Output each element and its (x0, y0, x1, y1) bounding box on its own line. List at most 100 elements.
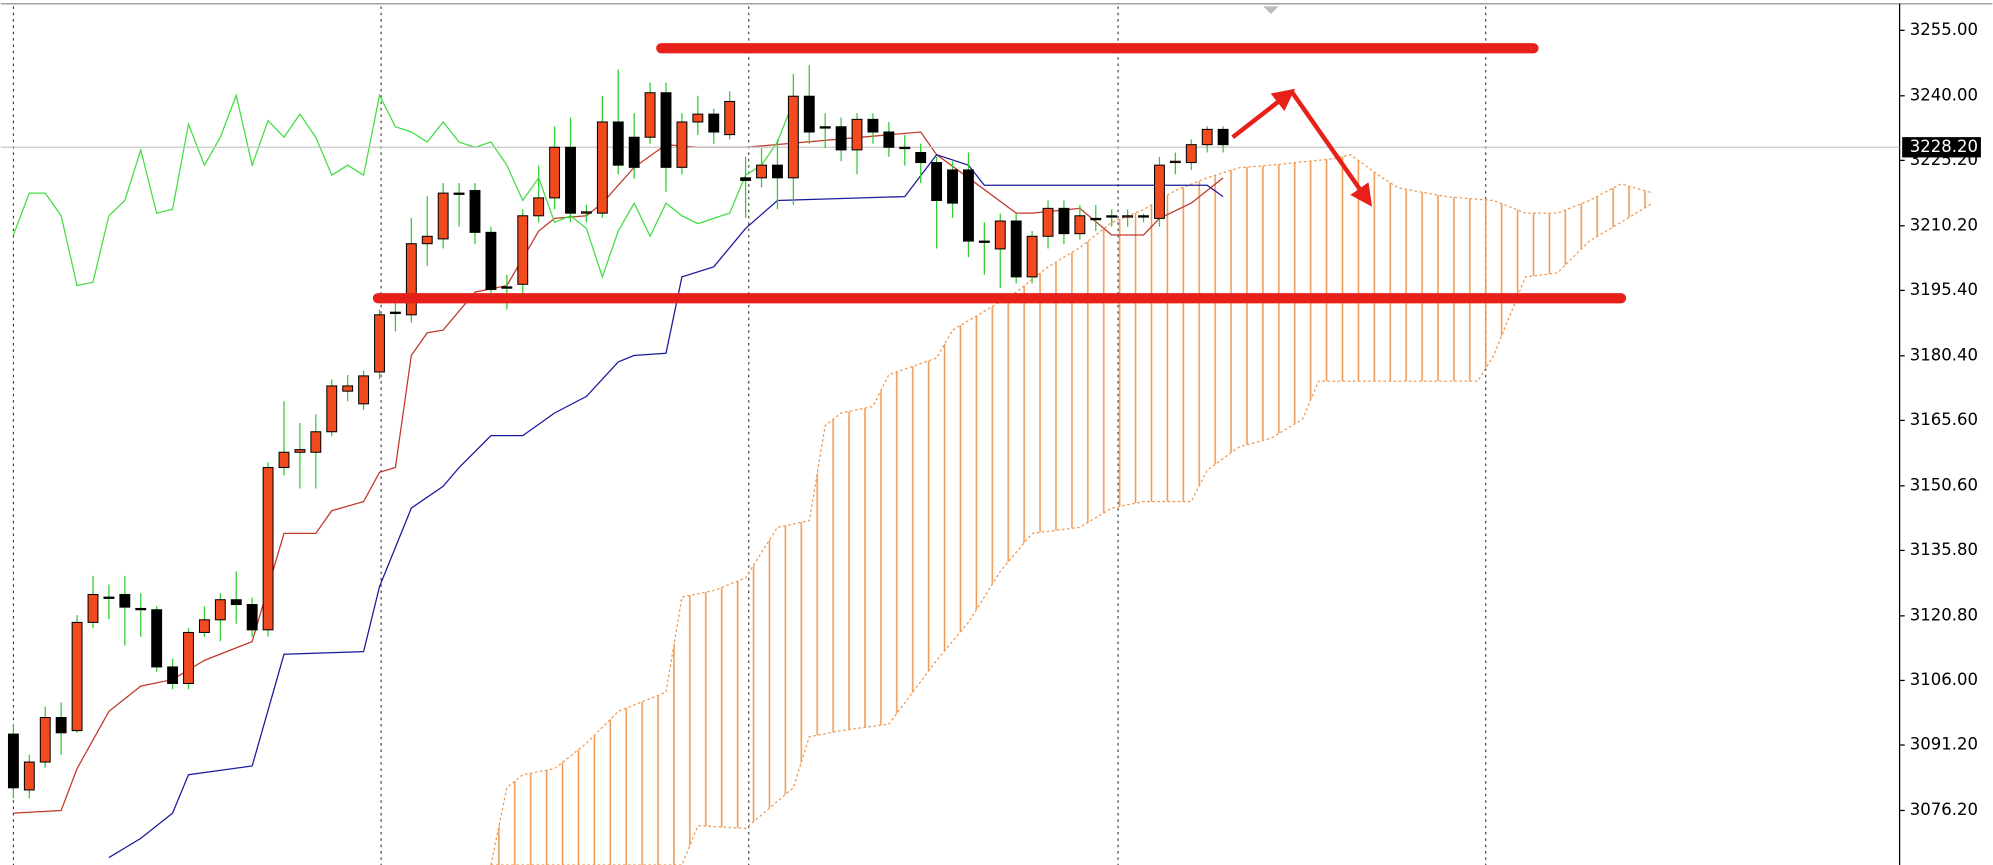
candle-body (246, 604, 258, 631)
candle-body (374, 314, 385, 373)
candle-body (278, 451, 290, 469)
candle-body (326, 385, 338, 433)
candle-body (835, 126, 847, 151)
indicator-line (12, 93, 794, 287)
candle-body (167, 666, 179, 685)
candle-body (1074, 215, 1086, 235)
candle-body (867, 118, 879, 133)
candle-body (294, 449, 306, 453)
candle-body (151, 609, 163, 668)
candle-body (580, 211, 592, 214)
candle-body (1185, 144, 1197, 164)
y-tick-label: 3120.80 (1910, 605, 1978, 624)
candle-body (883, 131, 895, 148)
candle-body (1201, 128, 1213, 146)
cloud-fill (490, 154, 1653, 865)
forecast-arrow (1289, 90, 1373, 207)
y-tick-label: 3106.00 (1910, 670, 1978, 689)
candle-body (612, 121, 624, 166)
candle-body (533, 197, 545, 217)
candle-body (549, 146, 561, 199)
candle-body (692, 113, 704, 123)
candle-body (87, 593, 99, 623)
cloud-span-line (490, 202, 1654, 865)
y-tick-label: 3240.00 (1910, 85, 1978, 104)
candle-body (1154, 164, 1165, 219)
candle-body (771, 164, 783, 179)
candle-body (787, 95, 799, 179)
candle-body (198, 619, 210, 633)
candle-body (660, 92, 672, 168)
y-tick-label: 3150.60 (1910, 475, 1978, 494)
candle-body (389, 311, 401, 314)
candle-body (421, 235, 433, 245)
candle-body (262, 467, 274, 631)
candle-body (1058, 207, 1070, 235)
candle-body (740, 177, 752, 181)
candle-body (819, 126, 831, 129)
current-price-label: 3228.20 (1910, 137, 1978, 156)
candle-body (1217, 128, 1229, 146)
candle-body (405, 243, 417, 316)
candle-body (135, 607, 147, 611)
candle-body (596, 121, 608, 214)
candle-body (1106, 215, 1118, 218)
candle-body (1026, 235, 1038, 278)
candle-body (437, 192, 449, 240)
candle-body (1010, 220, 1022, 278)
current-price-box (1902, 137, 1981, 158)
axis-labels: 3255.003240.003225.203210.203195.403180.… (1899, 20, 1981, 819)
candle-body (756, 164, 767, 179)
candle-body (7, 733, 19, 789)
candle-body (310, 431, 322, 453)
candle-body (708, 113, 720, 133)
y-tick-label: 3165.60 (1910, 410, 1978, 429)
y-tick-label: 3195.40 (1910, 280, 1978, 299)
candle-body (978, 240, 990, 243)
candle-body (501, 286, 513, 289)
forecast-arrow (1231, 88, 1296, 139)
candle-body (39, 717, 51, 763)
candle-body (644, 92, 656, 138)
candle-body (103, 596, 115, 599)
candle-body (803, 95, 815, 133)
candle-body (628, 136, 640, 168)
candle-body (1122, 215, 1134, 218)
candle-body (71, 621, 83, 732)
candle-body (230, 599, 242, 606)
candle-body (1042, 207, 1054, 237)
y-tick-label: 3091.20 (1910, 735, 1978, 754)
candle-body (55, 717, 67, 734)
candle-body (915, 152, 927, 164)
shift-marker (1263, 6, 1279, 14)
candle-body (453, 192, 465, 195)
y-tick-label: 3135.80 (1910, 540, 1978, 559)
candle-body (469, 189, 481, 233)
candle-body (1090, 217, 1102, 221)
y-tick-label: 3255.00 (1910, 20, 1978, 39)
y-tick-label: 3180.40 (1910, 345, 1978, 364)
candle-body (899, 146, 911, 150)
candle-body (1138, 215, 1149, 218)
y-tick-label: 3076.20 (1910, 800, 1978, 819)
candle-body (23, 761, 35, 791)
candle-body (963, 169, 974, 242)
candle-body (342, 385, 354, 392)
candle-body (931, 162, 943, 202)
y-tick-label: 3210.20 (1910, 215, 1978, 234)
candle-body (724, 100, 736, 136)
candle-body (485, 231, 497, 291)
candle-body (517, 215, 529, 285)
candle-body (119, 593, 131, 608)
candle-body (994, 220, 1006, 250)
candle-body (214, 599, 226, 621)
cloud-span-line (490, 154, 1654, 865)
candle-body (565, 146, 576, 214)
plot-area (0, 6, 1900, 865)
candle-body (358, 375, 370, 405)
candle-body (183, 631, 194, 685)
candle-body (947, 169, 958, 204)
candle-body (851, 118, 863, 151)
